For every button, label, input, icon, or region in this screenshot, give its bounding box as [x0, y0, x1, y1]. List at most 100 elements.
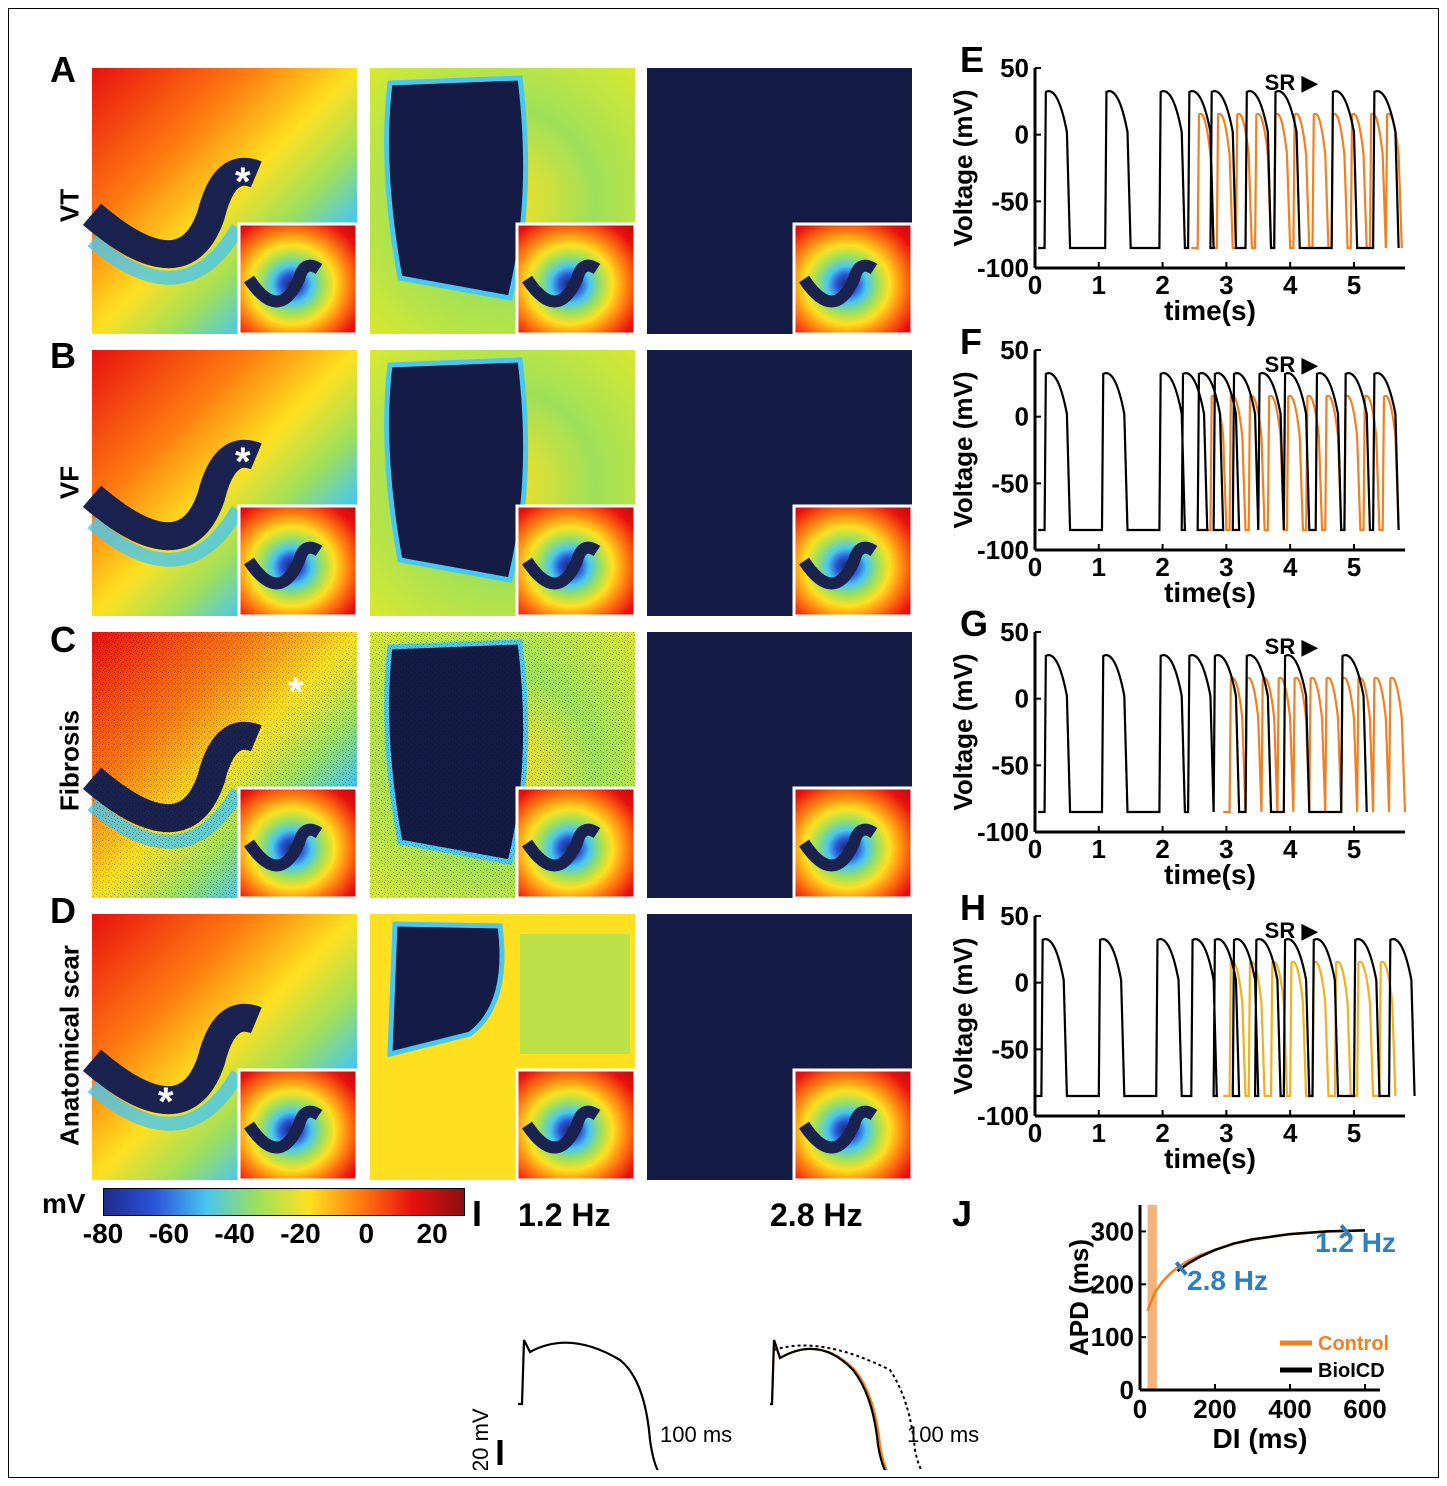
x-tick-label: 2 — [1155, 270, 1169, 300]
x-tick-label: 1 — [1092, 1118, 1106, 1148]
y-axis-label: APD (ms) — [1064, 1239, 1094, 1356]
y-tick-label: 50 — [1000, 335, 1029, 365]
panel-label-a: A — [50, 49, 76, 90]
x-tick-label: 2 — [1155, 552, 1169, 582]
x-tick-label: 4 — [1283, 1118, 1298, 1148]
colorbar-tick-label: -20 — [280, 1218, 321, 1249]
y-tick-label: 50 — [1000, 901, 1029, 931]
action-potential-panel: I 1.2 Hz 2.8 Hz 20 mV 100 ms 100 ms — [468, 1193, 979, 1470]
panel-label-d: D — [50, 890, 76, 931]
inset-wave — [244, 259, 323, 308]
control-trace — [1191, 112, 1403, 250]
map-inset — [237, 222, 359, 336]
ap-trace-1-2hz — [518, 1339, 659, 1470]
panel-label-f: F — [960, 321, 982, 362]
bioicd-trace — [1035, 938, 1416, 1098]
y-axis-label: Voltage (mV) — [948, 90, 978, 247]
map-inset — [237, 504, 359, 618]
y-tick-label: 100 — [1091, 1322, 1134, 1352]
x-tick-label: 1 — [1092, 552, 1106, 582]
map-r3-c1 — [82, 632, 359, 900]
asterisk-b: * — [235, 440, 251, 484]
map-r4-c1 — [82, 914, 359, 1182]
x-axis-label: DI (ms) — [1213, 1423, 1308, 1454]
map-r3-c2 — [370, 632, 637, 900]
y-tick-label: 0 — [1015, 968, 1029, 998]
inset-wave — [244, 823, 323, 872]
x-tick-label: 4 — [1283, 270, 1298, 300]
x-tick-label: 3 — [1219, 1118, 1233, 1148]
x-tick-label: 1 — [1092, 834, 1106, 864]
inset-wave — [799, 823, 878, 872]
y-tick-label: -100 — [977, 535, 1029, 565]
x-tick-label: 1 — [1092, 270, 1106, 300]
map-r1-c2 — [370, 68, 637, 336]
x-tick-label: 200 — [1193, 1394, 1236, 1424]
y-tick-label: 300 — [1091, 1216, 1134, 1246]
wave-edge — [87, 224, 244, 285]
wave-front — [82, 1003, 262, 1115]
annotation-2-8hz: 2.8 Hz — [1187, 1265, 1268, 1296]
inset-frame — [792, 1068, 914, 1182]
map-inset — [237, 1068, 359, 1182]
x-axis-label: time(s) — [1164, 577, 1256, 608]
x-tick-label: 0 — [1028, 552, 1042, 582]
ap-trace-bioicd-2-8hz — [770, 1339, 887, 1470]
legend-label-control: Control — [1318, 1333, 1389, 1355]
panel-label-i: I — [472, 1193, 482, 1234]
y-tick-label: -100 — [977, 1101, 1029, 1131]
map-r2-c2 — [370, 350, 637, 618]
freq-left-label: 1.2 Hz — [518, 1197, 610, 1233]
sr-label: SR ▶ — [1265, 352, 1319, 377]
x-tick-label: 600 — [1343, 1394, 1386, 1424]
apd-restitution-panel: J 0 100 200 300 0 200 400 600 DI (ms) APD (ms) 2.8 … — [952, 1193, 1396, 1454]
x-tick-label: 2 — [1155, 1118, 1169, 1148]
freq-right-label: 2.8 Hz — [770, 1197, 862, 1233]
time-scale-label-left: 100 ms — [660, 1422, 732, 1447]
frequency-marker — [1339, 1224, 1353, 1239]
spiral-wave-maps — [82, 68, 914, 1182]
x-axis-label: time(s) — [1164, 859, 1256, 890]
voltage-scale-label: 20 mV — [468, 1408, 493, 1470]
panel-label-h: H — [960, 887, 986, 928]
x-tick-label: 5 — [1347, 834, 1361, 864]
y-tick-label: 0 — [1120, 1375, 1134, 1405]
y-tick-label: 200 — [1091, 1269, 1134, 1299]
bioicd-trace — [1038, 372, 1400, 532]
y-tick-label: -50 — [991, 750, 1029, 780]
inset-wave — [799, 259, 878, 308]
x-tick-label: 5 — [1347, 1118, 1361, 1148]
map-inset — [515, 786, 637, 900]
map-inset — [792, 222, 914, 336]
bioicd-trace — [1038, 90, 1400, 250]
colorbar-tick-label: -60 — [148, 1218, 190, 1249]
x-axis-label: time(s) — [1164, 1143, 1256, 1174]
asterisk-a: * — [235, 160, 251, 204]
inset-wave — [522, 1105, 601, 1154]
inset-wave — [799, 1105, 878, 1154]
x-axis-label: time(s) — [1164, 295, 1256, 326]
y-tick-label: -50 — [991, 468, 1029, 498]
map-inset — [515, 1068, 637, 1182]
frequency-marker — [1174, 1261, 1188, 1276]
y-tick-label: 50 — [1000, 617, 1029, 647]
inset-frame — [515, 504, 637, 618]
panel-label-j: J — [952, 1193, 972, 1234]
time-scale-label-right: 100 ms — [907, 1422, 979, 1447]
x-tick-label: 4 — [1283, 834, 1298, 864]
x-tick-label: 3 — [1219, 834, 1233, 864]
colorbar — [103, 1188, 465, 1216]
x-tick-label: 400 — [1268, 1394, 1311, 1424]
y-axis-label: Voltage (mV) — [948, 654, 978, 811]
bioicd-trace — [1038, 654, 1368, 814]
map-inset — [792, 1068, 914, 1182]
map-r1-c3 — [647, 68, 914, 336]
refractory-region — [387, 921, 505, 1058]
map-r3-c3 — [647, 632, 914, 900]
y-tick-label: 0 — [1015, 402, 1029, 432]
